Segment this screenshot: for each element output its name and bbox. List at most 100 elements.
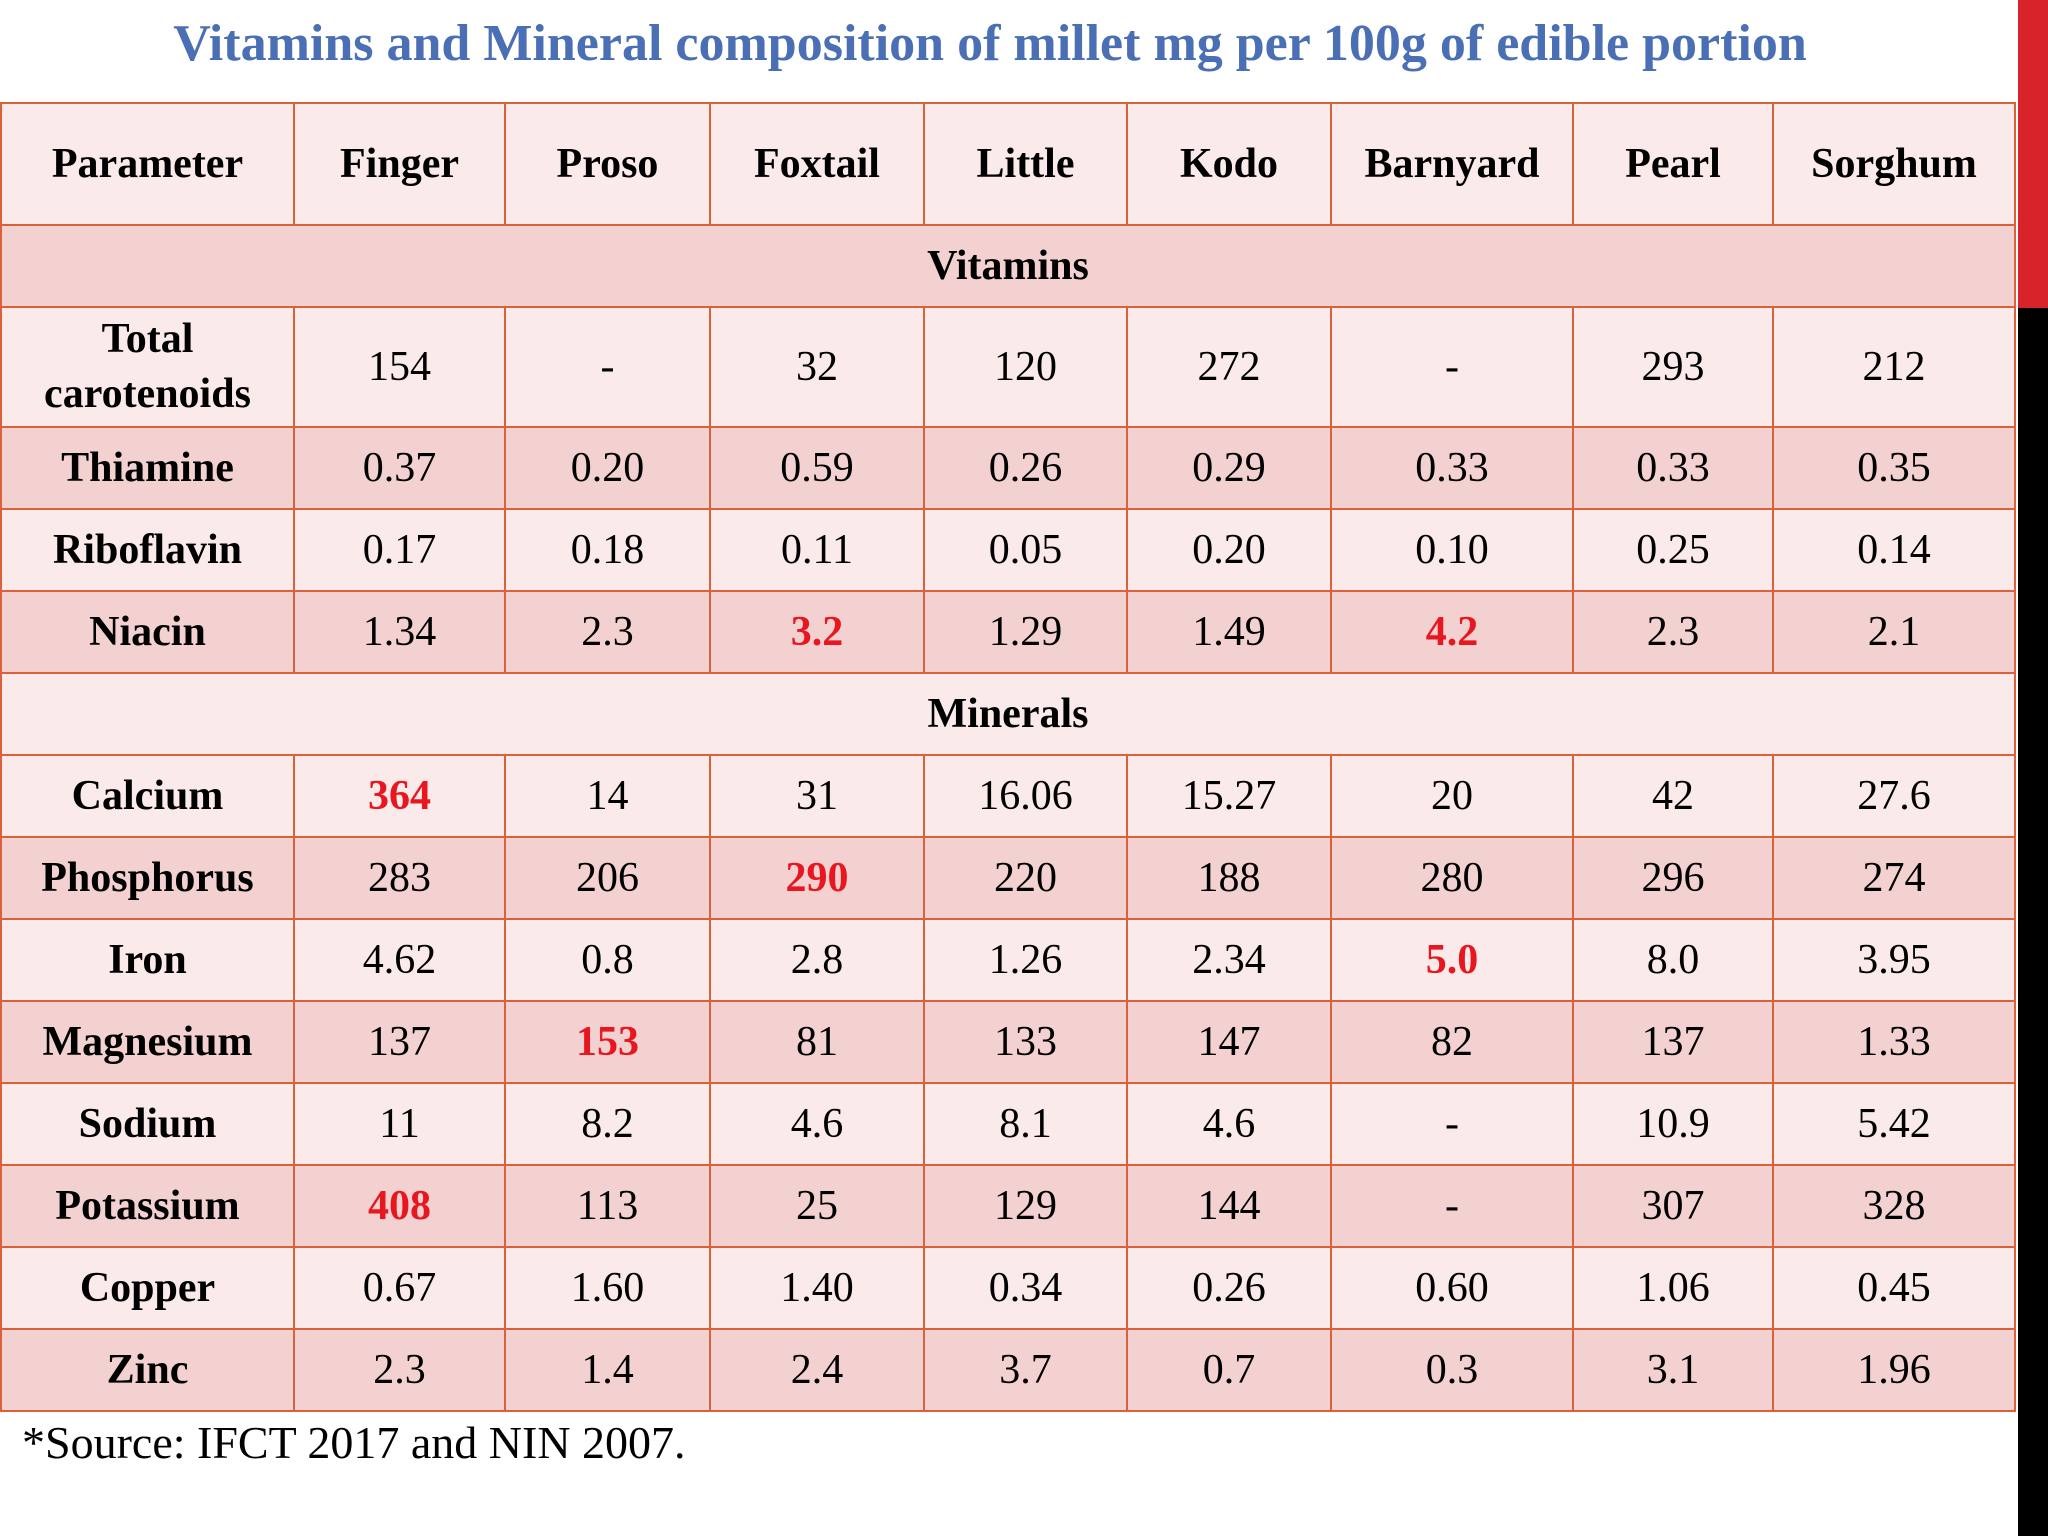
slide-title: Vitamins and Mineral composition of mill… <box>173 15 1807 72</box>
column-header-little: Little <box>923 102 1128 226</box>
value-cell: 0.20 <box>1126 508 1332 592</box>
value-cell: 137 <box>1572 1000 1774 1084</box>
table-row: Zinc 2.3 1.4 2.4 3.7 0.7 0.3 3.1 1.96 <box>0 1328 2016 1412</box>
table-row: Iron 4.62 0.8 2.8 1.26 2.34 5.0 8.0 3.95 <box>0 918 2016 1002</box>
value-cell: 272 <box>1126 306 1332 428</box>
value-cell: 280 <box>1330 836 1574 920</box>
value-cell: 0.33 <box>1330 426 1574 510</box>
parameter-cell: Zinc <box>0 1328 295 1412</box>
value-cell: 129 <box>923 1164 1128 1248</box>
value-cell: 1.60 <box>504 1246 711 1330</box>
value-cell: 1.96 <box>1772 1328 2016 1412</box>
value-cell: 1.4 <box>504 1328 711 1412</box>
parameter-cell: Riboflavin <box>0 508 295 592</box>
value-cell: 153 <box>504 1000 711 1084</box>
value-cell: 2.8 <box>709 918 925 1002</box>
section-row-minerals: Minerals <box>0 672 2016 756</box>
parameter-cell: Total carotenoids <box>0 306 295 428</box>
value-cell: 20 <box>1330 754 1574 838</box>
value-cell: 0.14 <box>1772 508 2016 592</box>
table-row: Potassium 408 113 25 129 144-307 328 <box>0 1164 2016 1248</box>
value-cell: 0.33 <box>1572 426 1774 510</box>
section-heading: Vitamins <box>0 224 2016 308</box>
value-cell: 2.1 <box>1772 590 2016 674</box>
value-cell: 8.0 <box>1572 918 1774 1002</box>
table-row: Phosphorus 283 206 290 220 188 280 296 274 <box>0 836 2016 920</box>
value-cell: 0.59 <box>709 426 925 510</box>
parameter-cell: Thiamine <box>0 426 295 510</box>
value-cell: 113 <box>504 1164 711 1248</box>
value-cell: 206 <box>504 836 711 920</box>
value-cell: 0.37 <box>293 426 506 510</box>
value-cell: 0.10 <box>1330 508 1574 592</box>
value-cell: 42 <box>1572 754 1774 838</box>
parameter-cell: Calcium <box>0 754 295 838</box>
value-cell: 4.6 <box>1126 1082 1332 1166</box>
value-cell: 3.95 <box>1772 918 2016 1002</box>
table-header-row: Parameter Finger Proso Foxtail Little Ko… <box>0 102 2016 226</box>
value-cell: 0.18 <box>504 508 711 592</box>
value-cell: 2.4 <box>709 1328 925 1412</box>
value-cell: 293 <box>1572 306 1774 428</box>
value-cell: 154 <box>293 306 506 428</box>
value-cell: 81 <box>709 1000 925 1084</box>
value-cell: 31 <box>709 754 925 838</box>
value-cell: 0.3 <box>1330 1328 1574 1412</box>
value-cell: 147 <box>1126 1000 1332 1084</box>
parameter-cell: Copper <box>0 1246 295 1330</box>
value-cell: 144 <box>1126 1164 1332 1248</box>
value-cell: 3.2 <box>709 590 925 674</box>
value-cell: 4.2 <box>1330 590 1574 674</box>
value-cell: 0.60 <box>1330 1246 1574 1330</box>
value-cell: 2.3 <box>1572 590 1774 674</box>
value-cell: 2.3 <box>504 590 711 674</box>
value-cell: 283 <box>293 836 506 920</box>
value-cell: 408 <box>293 1164 506 1248</box>
value-cell: - <box>1330 306 1574 428</box>
value-cell: 0.26 <box>1126 1246 1332 1330</box>
value-cell: 307 <box>1572 1164 1774 1248</box>
value-cell: 2.34 <box>1126 918 1332 1002</box>
value-cell: 1.26 <box>923 918 1128 1002</box>
column-header-kodo: Kodo <box>1126 102 1332 226</box>
value-cell: - <box>1330 1164 1574 1248</box>
column-header-finger: Finger <box>293 102 506 226</box>
value-cell: 32 <box>709 306 925 428</box>
value-cell: 11 <box>293 1082 506 1166</box>
value-cell: 290 <box>709 836 925 920</box>
value-cell: 2.3 <box>293 1328 506 1412</box>
value-cell: 296 <box>1572 836 1774 920</box>
parameter-cell: Iron <box>0 918 295 1002</box>
nutrient-composition-table: Parameter Finger Proso Foxtail Little Ko… <box>0 102 2016 1412</box>
value-cell: 4.62 <box>293 918 506 1002</box>
value-cell: - <box>504 306 711 428</box>
table-row: Copper 0.67 1.60 1.40 0.34 0.26 0.60 1.06 0.45 <box>0 1246 2016 1330</box>
value-cell: 137 <box>293 1000 506 1084</box>
value-cell: 0.8 <box>504 918 711 1002</box>
value-cell: 188 <box>1126 836 1332 920</box>
value-cell: - <box>1330 1082 1574 1166</box>
column-header-proso: Proso <box>504 102 711 226</box>
value-cell: 3.7 <box>923 1328 1128 1412</box>
value-cell: 1.29 <box>923 590 1128 674</box>
value-cell: 27.6 <box>1772 754 2016 838</box>
table-row: Calcium 364 14 31 16.06 15.27 20 42 27.6 <box>0 754 2016 838</box>
table-row: Total carotenoids 154-32 120 272-293 212 <box>0 306 2016 428</box>
value-cell: 0.11 <box>709 508 925 592</box>
value-cell: 0.29 <box>1126 426 1332 510</box>
value-cell: 0.05 <box>923 508 1128 592</box>
table-row: Niacin 1.34 2.3 3.2 1.29 1.49 4.2 2.3 2.1 <box>0 590 2016 674</box>
section-heading: Minerals <box>0 672 2016 756</box>
accent-bar-red <box>2018 0 2048 308</box>
value-cell: 1.06 <box>1572 1246 1774 1330</box>
section-row-vitamins: Vitamins <box>0 224 2016 308</box>
column-header-sorghum: Sorghum <box>1772 102 2016 226</box>
parameter-cell: Niacin <box>0 590 295 674</box>
source-note: *Source: IFCT 2017 and NIN 2007. <box>22 1417 686 1468</box>
value-cell: 1.40 <box>709 1246 925 1330</box>
value-cell: 0.20 <box>504 426 711 510</box>
value-cell: 4.6 <box>709 1082 925 1166</box>
table-row: Magnesium 137 153 81 133 147 82 137 1.33 <box>0 1000 2016 1084</box>
value-cell: 0.34 <box>923 1246 1128 1330</box>
parameter-cell: Sodium <box>0 1082 295 1166</box>
